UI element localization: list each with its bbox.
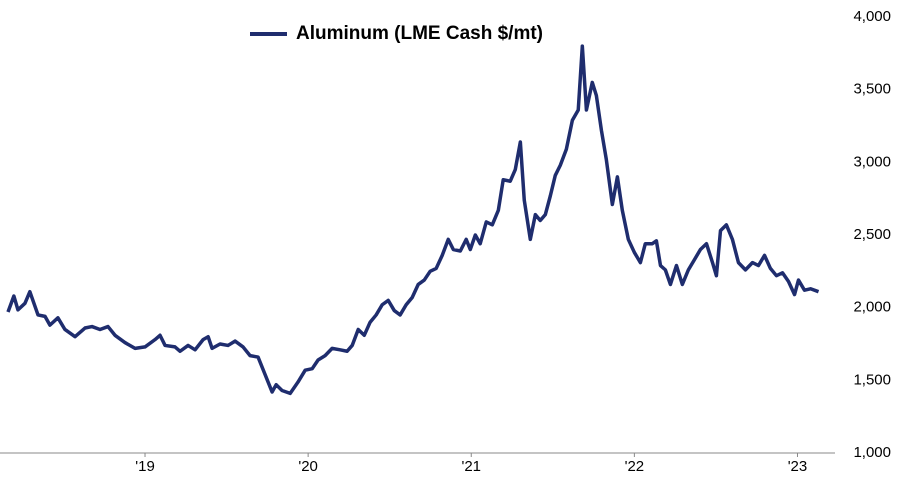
x-tick-label: '20 — [298, 458, 318, 475]
y-tick-label: 1,500 — [853, 371, 891, 388]
series-line — [6, 44, 820, 396]
y-tick-label: 3,500 — [853, 81, 891, 98]
legend-label: Aluminum (LME Cash $/mt) — [296, 23, 543, 44]
x-tick-label: '22 — [625, 458, 645, 475]
y-tick-label: 2,500 — [853, 226, 891, 243]
x-tick-label: '19 — [135, 458, 155, 475]
y-tick-label: 4,000 — [853, 8, 891, 25]
x-tick-label: '23 — [788, 458, 808, 475]
y-tick-label: 3,000 — [853, 153, 891, 170]
y-tick-label: 2,000 — [853, 299, 891, 316]
x-tick-label: '21 — [461, 458, 481, 475]
y-tick-label: 1,000 — [853, 444, 891, 461]
